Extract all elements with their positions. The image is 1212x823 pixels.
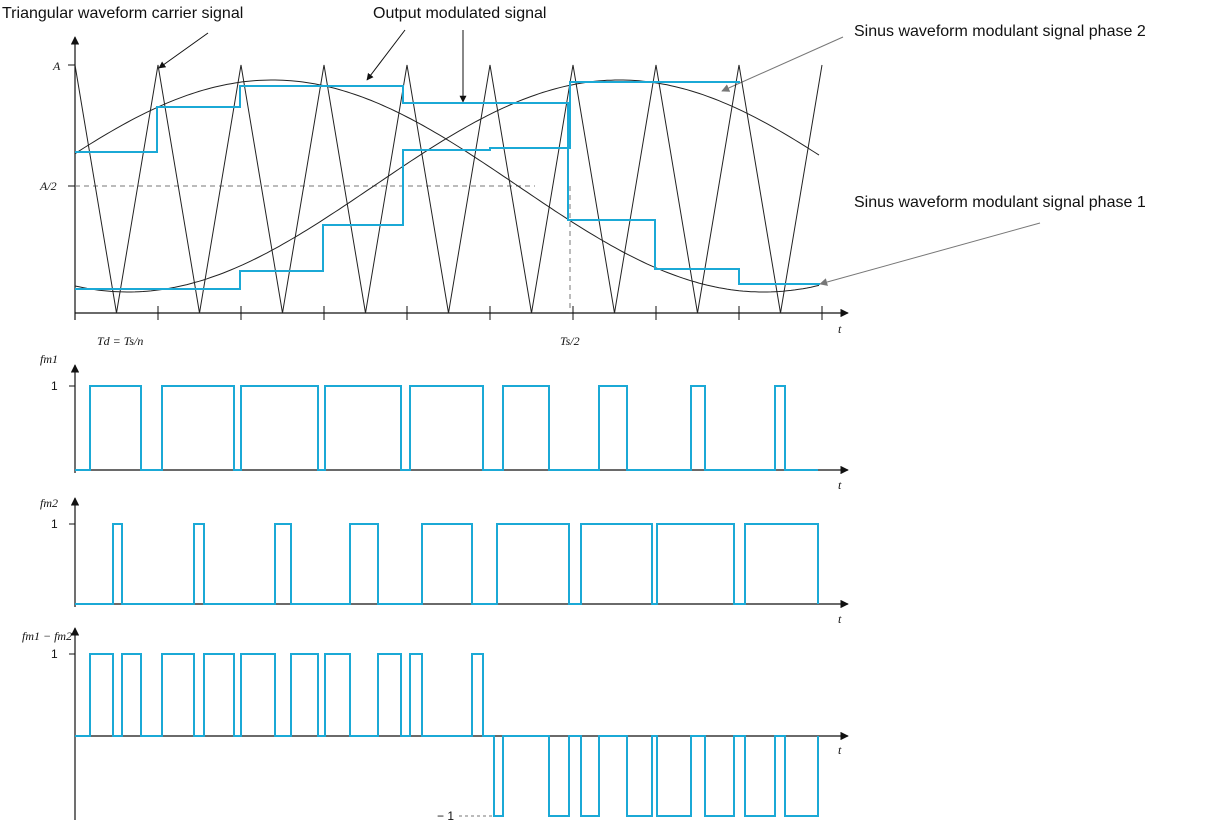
diff-t-label: t [838, 743, 842, 757]
carrier-annotation: Triangular waveform carrier signal [2, 5, 243, 22]
top-x-ticks [74, 306, 823, 320]
diff-minus-one-label: − 1 [437, 809, 454, 823]
diff-trace [75, 653, 819, 817]
modulant-phase1 [74, 79, 820, 293]
fm2-t-label: t [838, 612, 842, 626]
label-A-half: A/2 [39, 179, 57, 193]
fm2-label: fm2 [40, 496, 58, 510]
output-annotation: Output modulated signal [373, 5, 546, 22]
phase2-pointer [721, 36, 844, 92]
output-pointer-1 [366, 29, 406, 81]
top-t-label: t [838, 322, 842, 336]
diff-polyline [75, 653, 819, 817]
ts-half-label: Ts/2 [560, 334, 580, 348]
fm2-one-label: 1 [51, 517, 58, 531]
triangular-carrier [74, 64, 823, 314]
sampled-phase1 [75, 85, 820, 285]
phase1-annotation: Sinus waveform modulant signal phase 1 [854, 194, 1146, 211]
sampled-phase2 [75, 81, 740, 290]
modulant-phase2 [74, 79, 820, 293]
carrier-pointer [158, 32, 209, 69]
phase2-annotation: Sinus waveform modulant signal phase 2 [854, 23, 1146, 40]
fm1-one-label: 1 [51, 379, 58, 393]
phase1-pointer [819, 222, 1041, 286]
diff-one-label: 1 [51, 647, 58, 661]
fm1-label: fm1 [40, 352, 58, 366]
fm1-trace [75, 385, 818, 471]
label-A: A [52, 59, 61, 73]
diff-label: fm1 − fm2 [22, 629, 72, 643]
fm2-trace [75, 523, 819, 605]
td-label: Td = Ts/n [97, 334, 143, 348]
fm1-t-label: t [838, 478, 842, 492]
